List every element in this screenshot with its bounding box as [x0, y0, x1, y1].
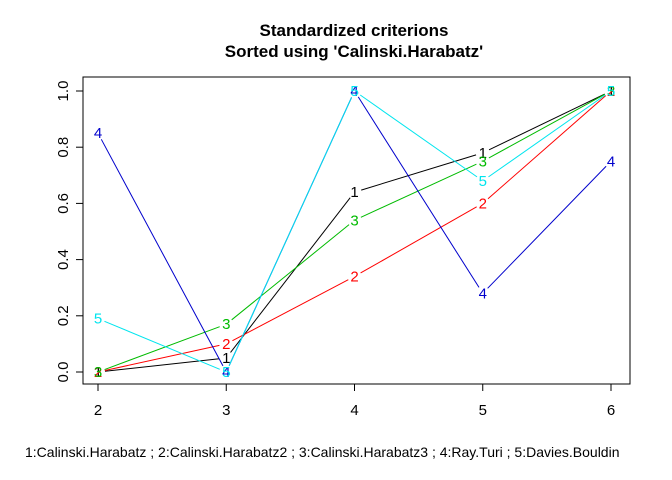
- series-1-segment: [488, 93, 605, 151]
- series-2-point: 2: [479, 195, 487, 212]
- series-4-segment: [357, 96, 480, 288]
- x-tick-label: 5: [479, 402, 487, 419]
- series-2-segment: [232, 279, 349, 342]
- series-1-point: 1: [222, 350, 230, 367]
- series-5-point: 5: [607, 83, 615, 100]
- series-3-segment: [104, 326, 220, 371]
- series-1-point: 1: [607, 83, 615, 100]
- series-2-point: 2: [607, 83, 615, 100]
- plot-frame: [82, 76, 631, 385]
- series-3-point: 3: [607, 83, 615, 100]
- chart-title: Standardized criterions: [260, 21, 449, 40]
- y-tick-label: 0.4: [55, 249, 72, 270]
- x-axis-label: 1:Calinski.Harabatz ; 2:Calinski.Harabat…: [25, 444, 619, 460]
- x-tick-label: 4: [350, 402, 358, 419]
- series-2: 2 2 2 2 2: [94, 83, 615, 381]
- series-4-segment: [100, 139, 224, 367]
- series-3-point: 3: [479, 153, 487, 170]
- series-2-point: 2: [222, 336, 230, 353]
- series-1-segment: [230, 197, 351, 353]
- series-5-segment: [228, 97, 353, 366]
- series-5-segment: [104, 320, 220, 370]
- series-4-point: 4: [607, 153, 615, 170]
- chart-subtitle: Sorted using 'Calinski.Harabatz': [225, 42, 483, 61]
- x-tick-label: 6: [607, 402, 615, 419]
- series-2-segment: [360, 206, 477, 274]
- series-2-segment: [487, 95, 607, 200]
- series-3-segment: [231, 224, 350, 321]
- series-5-point: 5: [350, 83, 358, 100]
- x-tick-label: 2: [94, 402, 102, 419]
- y-axis: 0.0 0.2 0.4 0.6 0.8 1.0: [55, 81, 84, 383]
- series-3-point: 3: [222, 316, 230, 333]
- x-tick-label: 3: [222, 402, 230, 419]
- series-1: 1 1 1 1 1: [94, 83, 615, 381]
- series-2-point: 2: [94, 364, 102, 381]
- series-5-segment: [359, 94, 478, 178]
- series-1-point: 1: [479, 145, 487, 162]
- series-4: 4 4 4 4 4: [94, 83, 615, 381]
- series-3: 3 3 3 3 3: [94, 83, 615, 381]
- y-tick-label: 1.0: [55, 81, 72, 102]
- series-1-point: 1: [350, 184, 358, 201]
- series-4-point: 4: [94, 125, 102, 142]
- series-5-point: 5: [94, 311, 102, 328]
- y-tick-label: 0.6: [55, 193, 72, 214]
- series-1-segment: [104, 358, 220, 372]
- series-5: 5 5 5 5 5: [94, 83, 615, 381]
- series-5-segment: [488, 94, 606, 178]
- series-3-point: 3: [350, 212, 358, 229]
- series-5-point: 5: [479, 173, 487, 190]
- x-axis: 2 3 4 5 6: [94, 383, 615, 419]
- y-tick-label: 0.0: [55, 362, 72, 383]
- y-tick-label: 0.2: [55, 305, 72, 326]
- series-4-segment: [487, 165, 607, 289]
- series-2-segment: [104, 344, 220, 371]
- series-1-point: 1: [94, 364, 102, 381]
- series-2-point: 2: [350, 268, 358, 285]
- series-3-segment: [360, 163, 477, 218]
- series-3-point: 3: [94, 364, 102, 381]
- series-5-point: 5: [222, 364, 230, 381]
- series-4-point: 4: [222, 364, 230, 381]
- series-3-segment: [488, 93, 606, 159]
- y-tick-label: 0.8: [55, 137, 72, 158]
- series-4-point: 4: [479, 285, 487, 302]
- series-1-segment: [361, 154, 477, 191]
- series-4-point: 4: [350, 83, 358, 100]
